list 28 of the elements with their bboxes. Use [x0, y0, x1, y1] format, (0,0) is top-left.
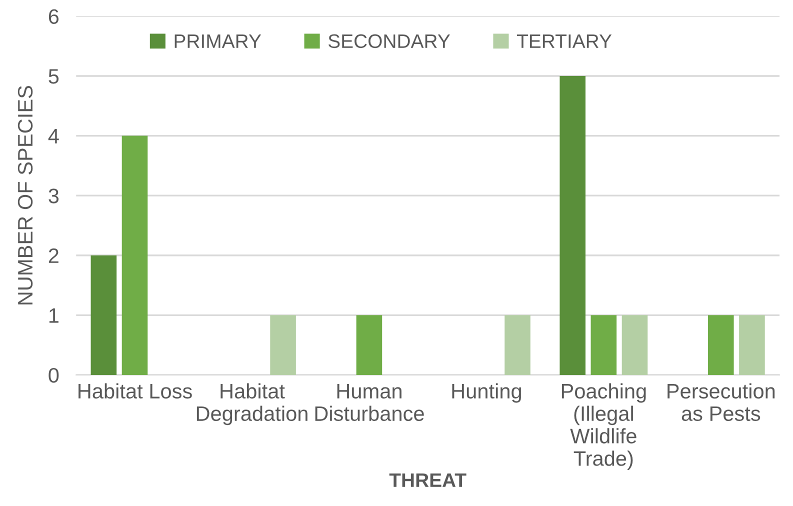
legend-label: SECONDARY	[328, 34, 450, 48]
y-tick-label: 0	[48, 368, 59, 383]
bar	[122, 136, 148, 375]
x-tick-label: Habitat Degradation	[196, 383, 308, 426]
bar	[560, 76, 586, 375]
y-tick-label: 2	[48, 248, 58, 263]
bar	[622, 315, 648, 375]
bar	[590, 315, 617, 375]
x-tick-label: Habitat Loss	[78, 383, 192, 399]
y-tick-label: 1	[49, 308, 58, 323]
x-tick-label: Persecution as Pests	[668, 383, 775, 422]
x-tick-label: Poaching (Illegal Wildlife Trade)	[562, 383, 646, 470]
bar	[270, 315, 296, 375]
x-axis-title: THREAT	[389, 474, 466, 487]
bar	[708, 315, 734, 375]
y-tick-label: 5	[48, 69, 59, 84]
x-tick-label: Hunting	[452, 383, 522, 403]
bar	[739, 315, 765, 375]
bar	[356, 315, 382, 375]
legend-label: TERTIARY	[516, 34, 612, 48]
bar	[90, 255, 117, 375]
x-tick-label: Human Disturbance	[315, 384, 424, 422]
y-axis-title: NUMBER OF SPECIES	[18, 86, 33, 304]
bar	[504, 315, 530, 375]
y-tick-label: 4	[48, 128, 59, 144]
y-tick-label: 3	[48, 188, 59, 204]
legend-label: PRIMARY	[174, 34, 262, 48]
y-tick-label: 6	[48, 9, 59, 24]
